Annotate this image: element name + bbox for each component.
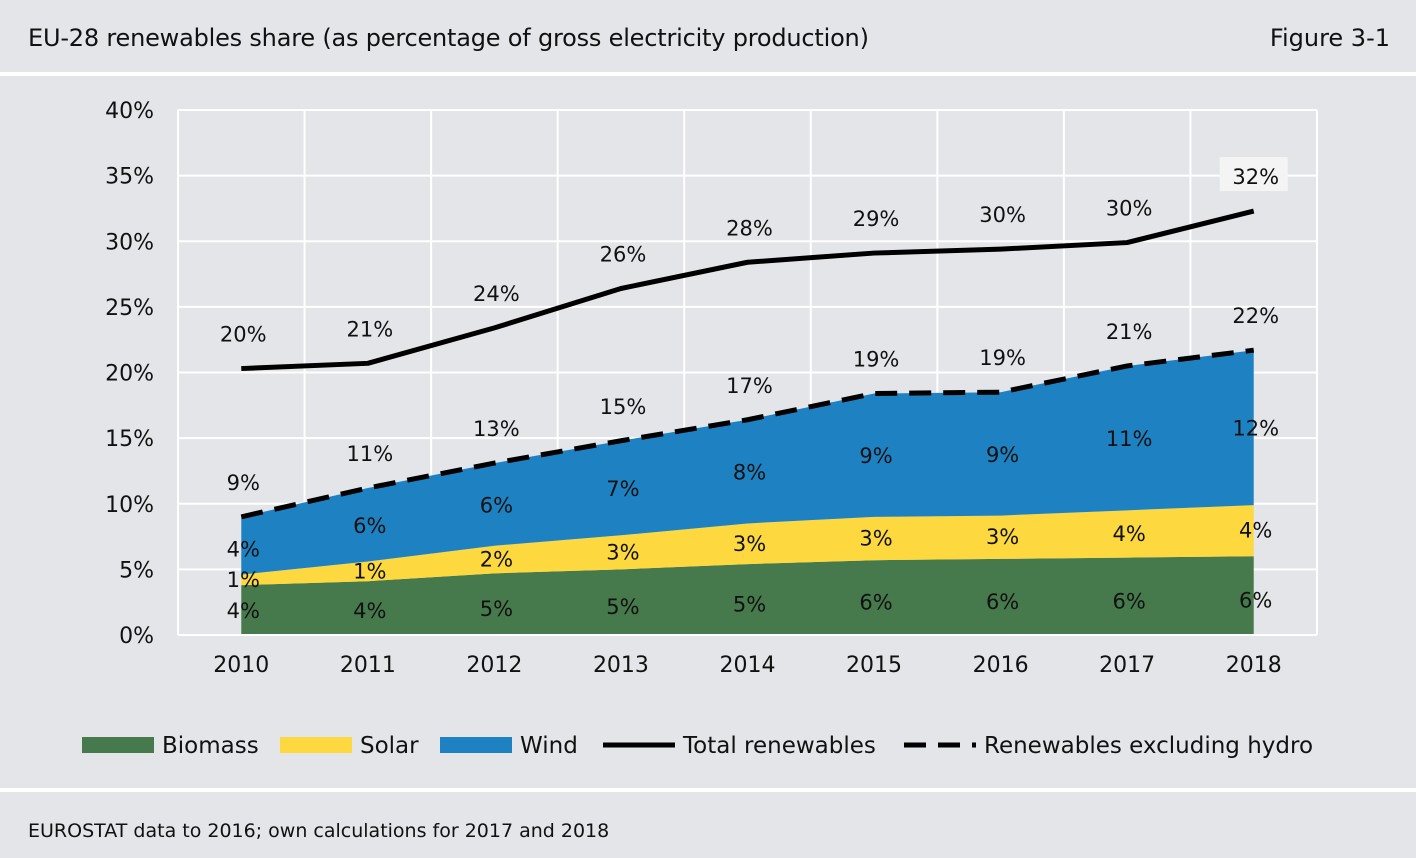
source-note: EUROSTAT data to 2016; own calculations … [28,820,610,842]
label-renewables-excluding-hydro: 9% [227,471,260,495]
label-total-renewables: 32% [1232,165,1279,189]
chart-area: 0% 5% 10% 15% 20% 25% 30% 35% 40% 2010 2011 2012 201… [82,99,1318,759]
y-tick-label: 10% [105,493,154,518]
label-total-renewables: 30% [979,203,1026,227]
label-biomass: 5% [480,597,513,621]
stacked-areas [241,350,1254,635]
line-renewables-excluding-hydro [240,347,1255,520]
label-solar: 4% [1239,519,1272,543]
label-solar: 2% [480,548,513,572]
label-biomass: 6% [859,591,892,615]
legend[interactable]: Biomass Solar Wind Total renewables Renewabl… [82,733,1313,759]
label-biomass: 5% [606,595,639,619]
x-tick-label: 2013 [593,653,649,678]
line-total-renewables [241,208,1255,372]
label-solar: 3% [733,532,766,556]
y-tick-label: 5% [119,558,154,583]
label-total-renewables: 28% [726,216,773,240]
label-solar: 3% [859,527,892,551]
label-biomass: 6% [1113,589,1146,613]
label-biomass: 6% [1239,589,1272,613]
x-tick-label: 2016 [973,653,1029,678]
y-tick-label: 15% [105,427,154,452]
area-biomass [241,556,1254,635]
legend-label: Total renewables [682,733,876,759]
legend-item-wind[interactable]: Wind [440,733,578,759]
y-tick-label: 30% [105,230,154,255]
label-renewables-excluding-hydro: 11% [346,442,393,466]
label-renewables-excluding-hydro: 15% [600,395,647,419]
label-total-renewables: 29% [853,207,900,231]
label-highlight-box [1219,157,1288,192]
x-tick-label: 2014 [720,653,776,678]
x-tick-label: 2018 [1226,653,1282,678]
label-total-renewables: 20% [220,323,267,347]
legend-label: Wind [520,733,578,759]
label-biomass: 4% [227,599,260,623]
label-solar: 1% [227,568,260,592]
label-wind: 7% [606,477,639,501]
label-renewables-excluding-hydro: 21% [1106,320,1153,344]
legend-swatch [280,737,352,753]
header-bar [0,0,1416,76]
chart-title: EU-28 renewables share (as percentage of… [28,24,869,52]
y-tick-label: 35% [105,165,154,190]
x-tick-label: 2015 [846,653,902,678]
label-renewables-excluding-hydro: 22% [1232,304,1279,328]
legend-item-solar[interactable]: Solar [280,733,419,759]
legend-label: Biomass [162,733,259,759]
label-renewables-excluding-hydro: 19% [853,348,900,372]
legend-label: Renewables excluding hydro [984,733,1313,759]
label-biomass: 4% [353,599,386,623]
y-tick-label: 40% [105,99,154,124]
legend-item-biomass[interactable]: Biomass [82,733,259,759]
label-renewables-excluding-hydro: 19% [979,346,1026,370]
legend-swatch [82,737,154,753]
label-total-renewables: 21% [346,317,393,341]
label-solar: 4% [1113,522,1146,546]
area-wind [241,350,1254,575]
footer-divider [0,788,1416,792]
axes: 0% 5% 10% 15% 20% 25% 30% 35% 40% 2010 2011 2012 201… [105,99,1317,678]
label-wind: 4% [227,538,260,562]
legend-swatch [440,737,512,753]
label-wind: 8% [733,461,766,485]
area-solar [241,505,1254,586]
y-tick-label: 25% [105,296,154,321]
label-solar: 3% [986,525,1019,549]
label-total-renewables: 26% [600,243,647,267]
label-wind: 6% [480,493,513,517]
legend-item-renewables-excluding-hydro[interactable]: Renewables excluding hydro [904,733,1313,759]
legend-item-total-renewables[interactable]: Total renewables [603,733,876,759]
label-wind: 6% [353,514,386,538]
label-biomass: 6% [986,590,1019,614]
y-tick-label: 0% [119,624,154,649]
x-tick-label: 2017 [1099,653,1155,678]
label-biomass: 5% [733,593,766,617]
label-wind: 12% [1232,417,1279,441]
label-wind: 9% [986,443,1019,467]
line-series [240,208,1255,520]
label-solar: 1% [353,559,386,583]
figure-number: Figure 3-1 [1269,24,1390,52]
label-wind: 9% [859,444,892,468]
label-total-renewables: 24% [473,282,520,306]
label-solar: 3% [606,540,639,564]
label-renewables-excluding-hydro: 17% [726,374,773,398]
label-total-renewables: 30% [1106,197,1153,221]
x-tick-label: 2012 [466,653,522,678]
legend-label: Solar [360,733,419,759]
data-labels: 4% 4% 5% 5% 5% 6% 6% 6% 6% 1% 1% 2% 3% 3% 3% 3% 4% 4% 4% 6%… [220,157,1288,623]
label-wind: 11% [1106,427,1153,451]
y-tick-label: 20% [105,362,154,387]
x-tick-label: 2011 [340,653,396,678]
x-tick-label: 2010 [213,653,269,678]
label-renewables-excluding-hydro: 13% [473,417,520,441]
